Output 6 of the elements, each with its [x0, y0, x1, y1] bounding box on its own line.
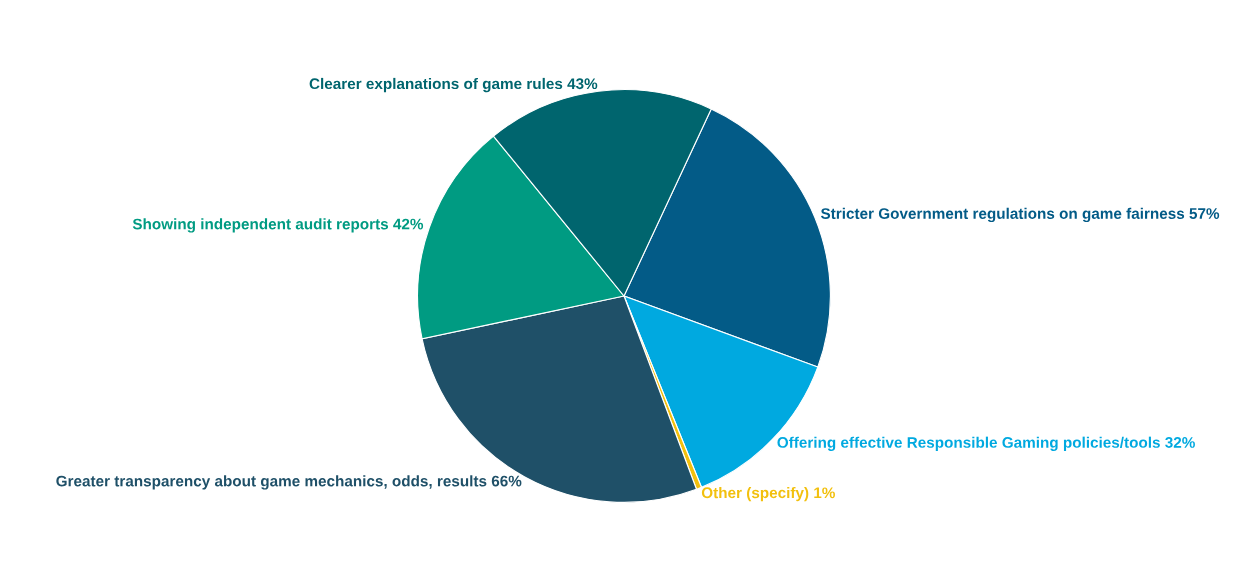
slice-label: Other (specify) 1%	[701, 486, 835, 502]
slice-label: Greater transparency about game mechanics, odds, results 66%	[56, 475, 522, 490]
slice-label: Clearer explanations of game rules 43%	[309, 77, 598, 93]
slice-label: Offering effective Responsible Gaming policies/tools 32%	[777, 436, 1195, 451]
slice-label: Stricter Government regulations on game fairness 57%	[820, 207, 1220, 223]
slice-label: Showing independent audit reports 42%	[132, 218, 424, 233]
